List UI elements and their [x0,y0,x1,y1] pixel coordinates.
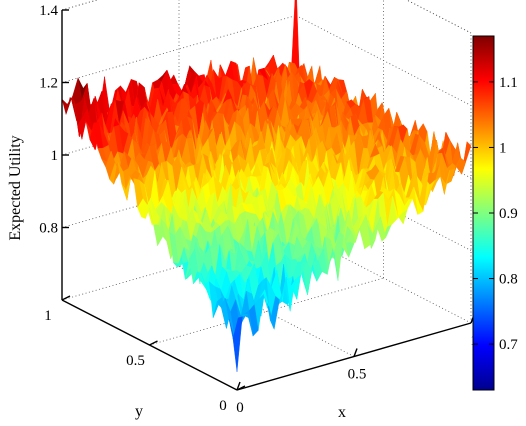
y-tick-label: 0.5 [126,353,145,369]
surface-patch [232,316,243,372]
grid-line [178,266,355,357]
grid-line [295,232,472,324]
surface-mesh [61,0,472,372]
z-tick-label: 1.4 [39,3,58,19]
z-axis-title: Expected Utility [7,135,24,240]
tick-labels: 00.5100.510.811.21.4 [39,3,478,416]
x-tick-label: 0 [236,400,244,416]
y-tick-mark [236,385,246,391]
colorbar-tick-label: 1.1 [499,75,518,91]
z-tick-label: 1 [51,148,59,164]
x-tick-mark [236,381,241,391]
z-tick-label: 1.2 [39,76,58,92]
grid-line [61,0,99,11]
colorbar-tick-label: 0.9 [499,206,518,222]
grid-line [61,0,99,11]
colorbar: 0.7 0.8 0.9 1 1.1 [472,35,518,391]
colorbar-tick-label: 1 [499,140,507,156]
colorbar-tick-label: 0.8 [499,272,518,288]
y-tick-label: 1 [44,308,52,324]
y-tick-label: 0 [219,398,227,414]
y-tick-mark [61,295,71,301]
y-tick-mark [149,340,158,346]
colorbar-tick-label: 0.7 [499,337,518,353]
x-tick-label: 0.5 [348,367,367,383]
x-tick-mark [353,348,358,357]
y-axis-title: y [135,403,143,420]
z-tick-label: 0.8 [39,221,58,237]
colorbar-ticks: 0.7 0.8 0.9 1 1.1 [473,75,518,353]
x-axis-title: x [338,404,346,421]
